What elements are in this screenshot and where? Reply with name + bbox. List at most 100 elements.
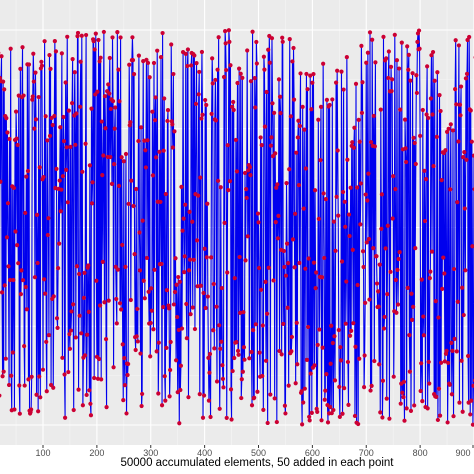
data-point	[316, 117, 321, 122]
data-point	[265, 311, 270, 316]
data-point	[384, 56, 389, 61]
data-point	[470, 244, 474, 249]
x-tick-label: 300	[143, 448, 158, 458]
data-point	[330, 97, 335, 102]
data-point	[9, 373, 14, 378]
data-point	[294, 150, 299, 155]
data-point	[300, 104, 305, 109]
data-point	[226, 188, 231, 193]
data-point	[249, 349, 254, 355]
data-point	[144, 255, 150, 261]
data-point	[89, 201, 95, 206]
data-point	[300, 422, 305, 427]
data-point	[276, 213, 281, 218]
data-point	[170, 145, 175, 150]
data-point	[107, 55, 112, 61]
data-point	[8, 277, 13, 283]
data-point	[204, 255, 209, 260]
data-point	[449, 340, 454, 345]
data-point	[155, 48, 160, 53]
data-point	[229, 417, 234, 422]
data-point	[413, 246, 418, 251]
data-point	[220, 376, 226, 381]
data-point	[215, 67, 220, 72]
data-point	[86, 309, 91, 314]
data-point	[168, 367, 173, 373]
data-point	[418, 133, 423, 138]
data-point	[69, 309, 74, 314]
data-point	[39, 63, 45, 68]
data-point	[177, 421, 182, 426]
data-point	[36, 94, 41, 100]
data-point	[402, 117, 408, 122]
data-point	[296, 183, 302, 188]
data-point	[261, 54, 266, 59]
data-point	[451, 266, 457, 272]
data-point	[241, 310, 246, 315]
data-point	[214, 379, 220, 384]
data-point	[331, 407, 336, 413]
data-point	[351, 321, 356, 326]
data-point	[154, 155, 159, 160]
data-point	[133, 347, 138, 353]
data-point	[328, 404, 333, 410]
data-point	[198, 175, 203, 180]
data-point	[123, 151, 129, 157]
data-point	[107, 91, 112, 96]
data-point	[79, 331, 84, 336]
data-point	[44, 339, 49, 344]
data-point	[33, 117, 39, 122]
data-point	[294, 320, 299, 325]
data-point	[421, 333, 426, 338]
data-point	[55, 266, 61, 271]
data-point	[184, 301, 189, 307]
data-point	[208, 255, 214, 260]
data-point	[252, 75, 257, 81]
data-point	[92, 47, 97, 52]
data-point	[150, 109, 155, 114]
data-point	[184, 336, 189, 341]
data-point	[266, 47, 271, 52]
data-point	[446, 360, 451, 366]
data-point	[101, 29, 106, 35]
data-point	[81, 295, 87, 301]
data-point	[24, 174, 29, 179]
data-point	[71, 302, 76, 307]
data-point	[314, 270, 319, 275]
data-point	[426, 359, 431, 365]
data-point	[224, 415, 229, 421]
data-point	[256, 220, 261, 225]
data-point	[57, 241, 62, 246]
data-point	[94, 278, 99, 283]
data-point	[315, 342, 320, 348]
data-point	[418, 388, 423, 394]
data-point	[18, 292, 24, 297]
data-point	[90, 180, 95, 185]
data-point	[214, 304, 219, 309]
x-tick-label: 500	[251, 448, 266, 458]
data-point	[283, 411, 288, 416]
data-point	[399, 40, 404, 45]
data-point	[0, 290, 5, 295]
data-point	[387, 416, 392, 421]
data-point	[277, 348, 282, 354]
data-point	[289, 334, 294, 340]
data-point	[251, 327, 256, 333]
data-point	[269, 135, 274, 140]
data-point	[352, 125, 357, 130]
data-point	[60, 355, 65, 360]
data-point	[143, 148, 148, 153]
data-point	[232, 355, 237, 361]
data-point	[176, 327, 181, 333]
data-point	[216, 35, 221, 40]
data-point	[336, 213, 341, 218]
data-point	[45, 232, 50, 238]
data-point	[36, 409, 41, 414]
data-point	[240, 75, 245, 80]
data-point	[15, 243, 20, 248]
data-point	[176, 274, 181, 280]
data-point	[343, 224, 348, 229]
data-point	[87, 163, 92, 168]
data-point	[53, 49, 59, 54]
data-point	[127, 62, 132, 67]
